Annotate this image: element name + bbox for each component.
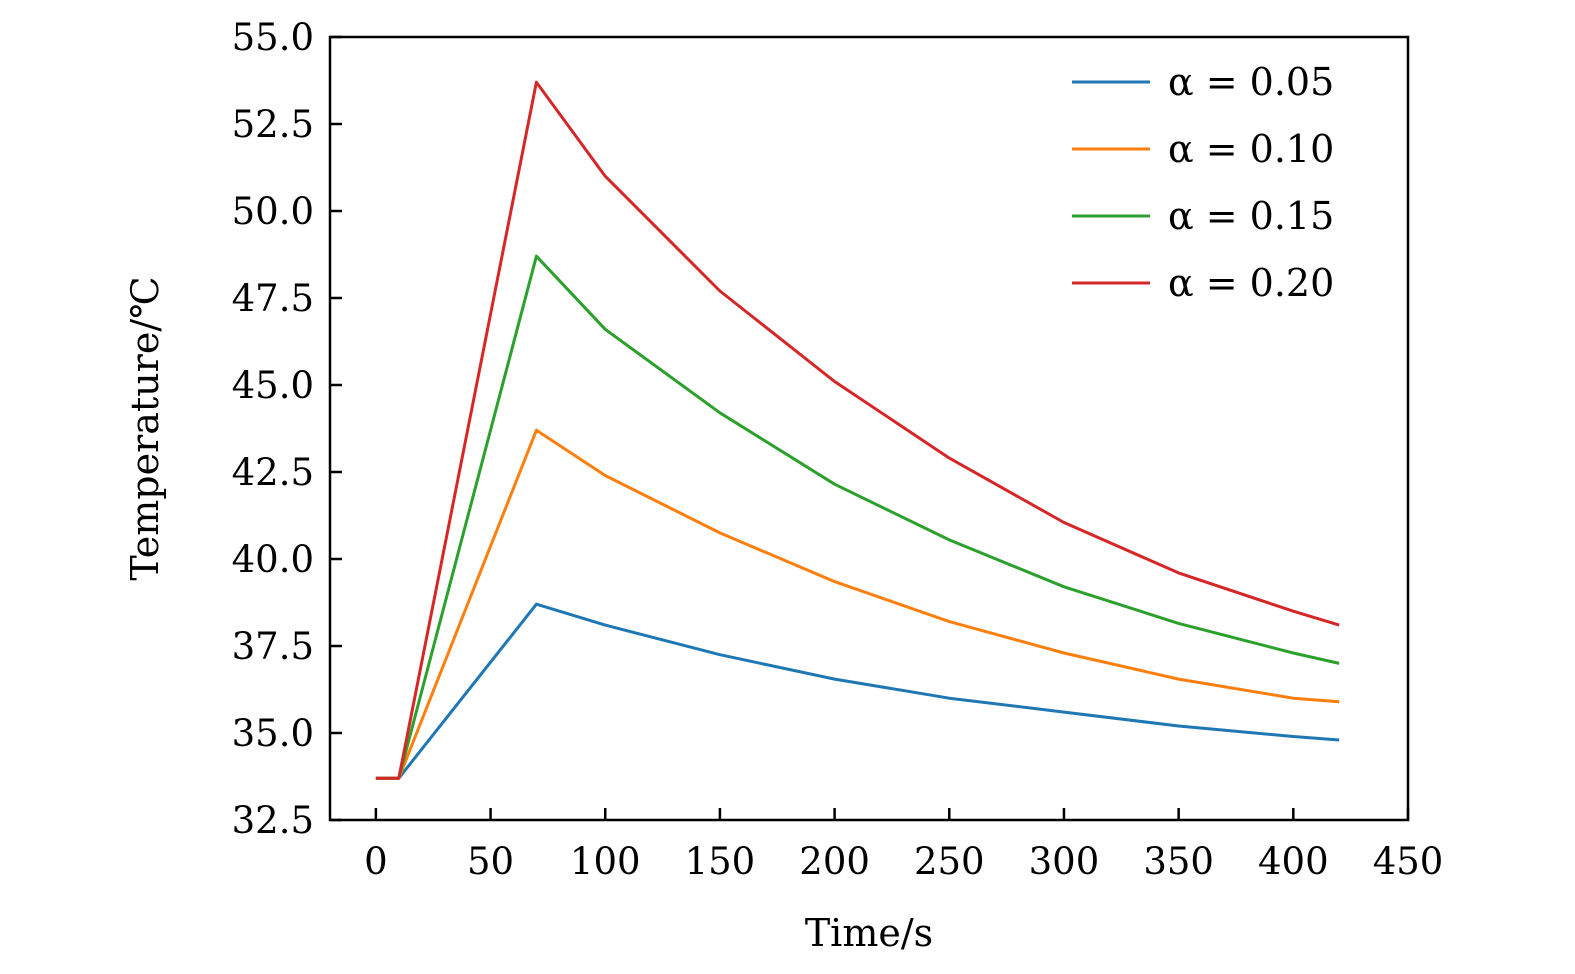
y-tick-label: 55.0 [232,16,314,59]
x-axis-title: Time/s [805,911,933,955]
y-tick-label: 45.0 [232,364,314,407]
y-tick-label: 47.5 [232,277,314,320]
y-tick-label: 37.5 [232,625,314,668]
x-tick-label: 100 [570,840,641,883]
x-tick-label: 0 [364,840,388,883]
y-tick-label: 32.5 [232,799,314,842]
y-tick-label: 52.5 [232,103,314,146]
x-tick-label: 450 [1373,840,1444,883]
x-tick-label: 350 [1143,840,1214,883]
series-line-3 [375,80,1340,780]
legend-label-1: α = 0.10 [1168,127,1334,171]
y-axis: 32.5 35.0 37.5 40.0 42.5 45.0 47.5 50.0 52.5 55.0 [232,16,342,842]
series-line-1 [375,428,1340,780]
legend-label-2: α = 0.15 [1168,194,1334,238]
legend-label-0: α = 0.05 [1168,60,1334,104]
y-tick-label: 50.0 [232,190,314,233]
y-tick-label: 42.5 [232,451,314,494]
y-tick-label: 40.0 [232,538,314,581]
x-axis: 0 50 100 150 200 250 300 350 400 450 [364,808,1443,883]
series-line-2 [375,254,1340,780]
x-tick-label: 300 [1029,840,1100,883]
series-line-0 [375,602,1340,780]
x-tick-label: 50 [467,840,514,883]
x-tick-label: 400 [1258,840,1329,883]
x-tick-label: 150 [685,840,756,883]
y-tick-label: 35.0 [232,712,314,755]
plot-frame [328,35,1410,822]
x-tick-label: 250 [914,840,985,883]
legend: α = 0.05 α = 0.10 α = 0.15 α = 0.20 [1072,60,1334,305]
x-tick-label: 200 [799,840,870,883]
plot-lines [375,80,1340,780]
y-axis-title: Temperature/℃ [123,276,167,580]
legend-label-3: α = 0.20 [1168,261,1334,305]
